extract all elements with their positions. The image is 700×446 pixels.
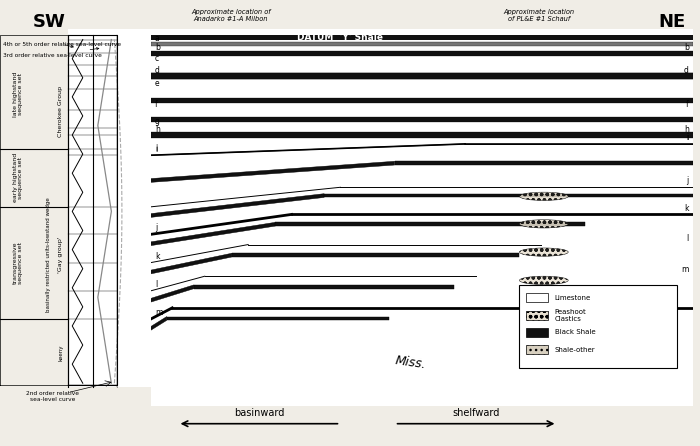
Polygon shape [150,73,693,79]
Text: h: h [155,125,160,134]
Ellipse shape [519,305,568,313]
Text: 2nd order relative
sea-level curve: 2nd order relative sea-level curve [26,391,79,402]
Bar [526,293,547,302]
Polygon shape [395,161,693,165]
Ellipse shape [519,248,568,256]
Text: j: j [687,176,689,186]
Text: early highstand
sequence set: early highstand sequence set [13,153,24,202]
Text: Shale-other: Shale-other [554,347,595,353]
Polygon shape [324,194,693,198]
Text: f: f [686,99,689,108]
Text: i: i [687,133,689,142]
Text: 3rd order relative sea-level curve: 3rd order relative sea-level curve [3,48,102,58]
Text: k: k [155,252,160,261]
Text: d: d [684,66,689,74]
Text: f: f [155,99,158,108]
Text: Cherokee Group: Cherokee Group [59,87,64,137]
Polygon shape [150,52,693,55]
Text: Limestone: Limestone [554,295,591,301]
Polygon shape [232,253,519,257]
Text: basinally restricted units-lowstand wedge: basinally restricted units-lowstand wedg… [46,198,50,313]
Polygon shape [275,222,584,226]
Polygon shape [150,99,693,103]
Polygon shape [150,132,693,138]
Polygon shape [194,285,454,289]
Text: late highstand
sequence set: late highstand sequence set [13,71,24,117]
Text: k: k [684,203,689,213]
Polygon shape [150,317,167,330]
Text: e: e [155,79,160,88]
Polygon shape [150,308,693,398]
Text: i: i [155,145,157,154]
Text: m: m [155,308,162,317]
Polygon shape [167,317,389,320]
Text: d: d [155,66,160,74]
Text: Miss.: Miss. [395,354,428,371]
Polygon shape [150,117,693,122]
Text: Approximate location
of PL&E #1 Schauf: Approximate location of PL&E #1 Schauf [503,9,575,22]
Polygon shape [150,253,232,274]
Text: m: m [681,265,689,274]
Text: basinward: basinward [234,408,284,418]
Text: c: c [155,54,159,63]
Text: h: h [684,125,689,134]
Text: b: b [155,43,160,52]
Text: DATUM  'Y' Shale: DATUM 'Y' Shale [298,33,384,42]
Polygon shape [150,29,693,406]
Text: Approximate location of
Anadarko #1-A Milbon: Approximate location of Anadarko #1-A Mi… [191,9,271,22]
Text: a: a [155,33,160,42]
Ellipse shape [519,276,568,285]
Text: j: j [155,223,157,232]
Text: SW: SW [33,13,65,31]
Polygon shape [150,98,693,103]
Text: i: i [155,145,157,153]
Polygon shape [150,194,324,217]
Text: 'Gay group': 'Gay group' [59,237,64,273]
Polygon shape [150,285,194,302]
Polygon shape [150,35,693,40]
Text: transgressive
sequence set: transgressive sequence set [13,242,24,284]
Polygon shape [150,222,275,246]
Ellipse shape [519,192,568,200]
Text: l: l [155,280,157,289]
Polygon shape [68,29,150,387]
Text: i: i [687,133,689,142]
Polygon shape [519,285,677,368]
Text: l: l [687,234,689,243]
Bar [526,310,547,319]
Text: g: g [155,117,160,126]
Bar [526,328,547,337]
Text: NE: NE [659,13,685,31]
Polygon shape [150,42,693,46]
Polygon shape [150,51,693,56]
Bar [526,345,547,354]
Text: keeny: keeny [59,345,64,361]
Text: 4th or 5th order relative sea-level curve: 4th or 5th order relative sea-level curv… [3,41,121,48]
Ellipse shape [519,220,568,228]
Text: Peashoot
Clastics: Peashoot Clastics [554,309,587,322]
Polygon shape [150,74,693,79]
Text: Black Shale: Black Shale [554,329,595,335]
Text: b: b [684,43,689,52]
Polygon shape [150,161,395,182]
Text: shelfward: shelfward [452,408,500,418]
